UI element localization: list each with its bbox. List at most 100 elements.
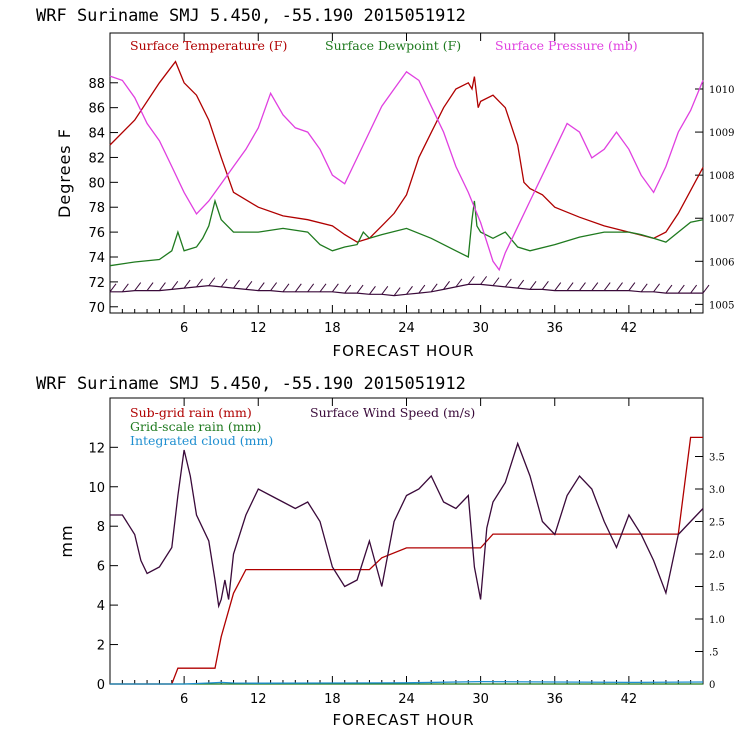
wind-barb [294,283,302,293]
x-tick-label: 30 [472,692,489,707]
x-tick-label: 42 [621,692,638,707]
wind-barb [418,284,426,294]
wind-barb [690,284,698,294]
wind-barb [183,279,191,289]
x-tick-label: 6 [180,692,188,707]
panel-temperature: WRF Suriname SMJ 5.450, -55.190 20150519… [36,6,734,360]
wind-barb [319,283,327,293]
y-tick-label: 10 [88,481,105,496]
panel-precipitation: WRF Suriname SMJ 5.450, -55.190 20150519… [36,374,725,729]
y-tick-label: 84 [88,127,105,142]
y2-tick-label: 2.5 [709,518,725,529]
y-tick-label: 82 [88,151,105,166]
wind-barb [492,277,500,286]
wind-barb [628,282,636,291]
wind-barb [467,276,475,285]
wind-barb [653,283,660,293]
y-tick-label: 74 [88,251,105,266]
wind-barb [171,281,179,290]
chart-title: WRF Suriname SMJ 5.450, -55.190 20150519… [36,374,466,394]
wind-barb [270,282,278,291]
wind-barb [455,278,463,288]
legend-entry: Surface Dewpoint (F) [325,38,461,53]
wind-barb [381,286,389,295]
wind-barb [541,281,549,290]
wind-barb [369,286,376,295]
y-tick-label: 70 [88,301,105,316]
legend-entry: Grid-scale rain (mm) [130,419,261,434]
wind-barb [331,283,339,293]
plot-frame [109,32,704,314]
y-tick-label: 2 [97,639,105,654]
wind-barb [233,279,240,289]
y2-tick-label: 2.0 [709,550,725,561]
series-line-surface-dewpoint-f [109,198,704,267]
y-tick-label: 0 [97,678,105,693]
wind-barb [393,287,401,296]
x-tick-label: 18 [324,321,341,336]
wind-barb [245,281,253,290]
wind-barb [430,283,438,293]
wind-barb [554,282,562,291]
wind-barb [121,283,129,293]
wind-barb [109,283,117,293]
legend-entry: Integrated cloud (mm) [130,433,273,448]
x-tick-label: 12 [250,692,267,707]
wind-barb [356,284,364,294]
chart-title: WRF Suriname SMJ 5.450, -55.190 20150519… [36,6,466,26]
wind-barb [208,277,216,286]
wind-barb [480,276,488,285]
x-tick-label: 42 [621,321,638,336]
y2-tick-label: 1005 [709,300,734,311]
series-line-surface-temperature-f [109,60,704,243]
x-tick-label: 30 [472,321,489,336]
series-line-integrated-cloud-mm [110,680,704,685]
wind-barb [665,284,673,294]
x-tick-label: 18 [324,692,341,707]
wind-barb [443,281,450,290]
y2-tick-label: 1.5 [709,583,725,594]
y2-tick-label: 1010 [709,85,734,96]
y2-tick-label: 1.0 [709,615,725,626]
wind-barb [159,282,166,291]
y2-tick-label: .5 [709,648,719,659]
legend-entry: Surface Temperature (F) [130,38,287,53]
x-axis-label: FORECAST HOUR [332,342,474,360]
y-axis-label: Degrees F [55,128,74,218]
y-tick-label: 8 [97,520,105,535]
y2-tick-label: 1009 [709,128,734,139]
x-tick-label: 6 [180,321,188,336]
y2-tick-label: 3.5 [709,453,725,464]
y-tick-label: 12 [88,441,105,456]
wind-barb [406,286,413,295]
wind-barb [566,282,574,291]
y-tick-label: 80 [88,176,105,191]
x-axis-label: FORECAST HOUR [332,711,474,729]
y2-tick-label: 1007 [709,214,734,225]
wind-barb [134,282,142,291]
wind-barb [307,283,315,293]
y-tick-label: 76 [88,226,105,241]
wind-barb [640,283,648,293]
series-line-surface-pressure-mb [109,70,704,272]
wind-barb [616,282,623,291]
series-line-surface-wind-speed-m-s [110,441,704,609]
x-tick-label: 24 [398,692,415,707]
x-tick-label: 36 [546,692,563,707]
wind-barb [344,284,352,294]
x-tick-label: 36 [546,321,563,336]
x-tick-label: 12 [250,321,267,336]
series-line-sub-grid-rain-mm [110,436,703,685]
wind-barb [146,282,154,291]
wind-barb [529,281,537,290]
wind-barb [603,282,611,291]
legend-entry: Surface Pressure (mb) [495,38,638,53]
wind-barb [504,278,512,288]
y2-tick-label: 3.0 [709,485,725,496]
wind-barb [591,282,599,291]
wind-barb [677,284,685,294]
y-tick-label: 78 [88,201,105,216]
y-axis-label: mm [57,524,76,557]
wind-barb [579,282,586,291]
